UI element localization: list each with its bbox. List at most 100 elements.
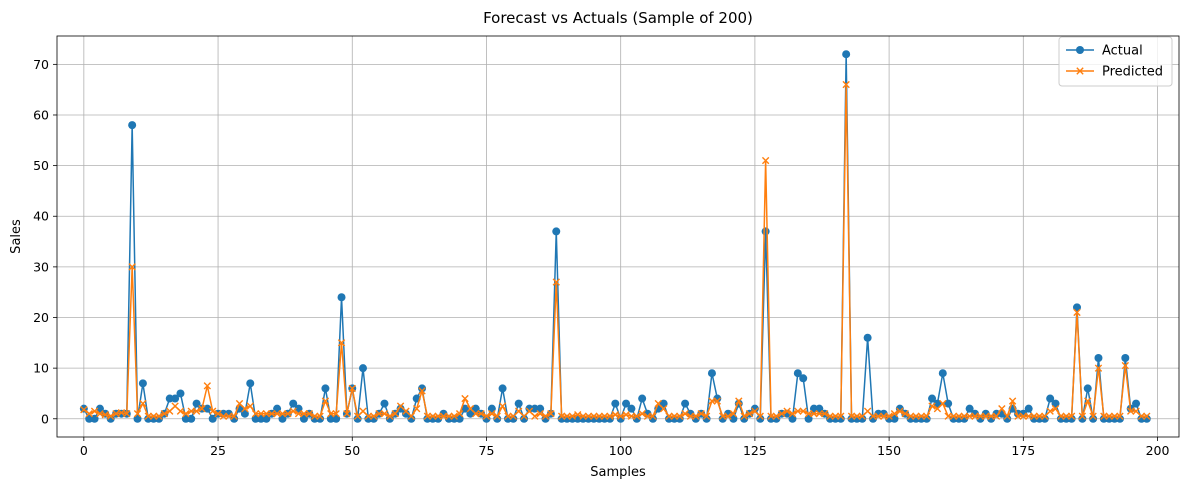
actual-point [707, 369, 716, 378]
actual-point [380, 399, 389, 408]
predicted-point [1121, 361, 1130, 370]
predicted-point [665, 412, 673, 420]
actual-point [278, 414, 287, 423]
predicted-point [423, 412, 432, 420]
actual-point [622, 399, 631, 408]
predicted-point [85, 410, 93, 418]
predicted-point [1116, 412, 1124, 420]
predicted-point [214, 410, 222, 418]
predicted-point [616, 412, 625, 420]
y-tick-label: 20 [33, 310, 49, 325]
y-tick-label: 10 [33, 361, 49, 376]
legend-x-marker [1076, 67, 1084, 75]
actual-point [756, 414, 765, 423]
predicted-point [788, 410, 797, 418]
predicted-point [482, 412, 491, 420]
predicted-point [488, 410, 496, 418]
x-tick-label: 150 [877, 443, 901, 458]
actual-point [793, 369, 802, 378]
predicted-point [230, 412, 238, 420]
actual-point [659, 399, 668, 408]
predicted-point [761, 156, 770, 165]
actual-point [466, 409, 475, 418]
predicted-point [686, 412, 695, 420]
predicted-point [477, 410, 485, 418]
predicted-point [960, 412, 968, 420]
predicted-point [622, 411, 630, 419]
actual-point [1083, 384, 1092, 393]
predicted-point [531, 412, 539, 420]
x-tick-label: 25 [210, 443, 226, 458]
plot-frame [56, 35, 1180, 438]
actual-point [1046, 394, 1055, 403]
predicted-point [987, 412, 995, 420]
actual-point [815, 404, 824, 413]
predicted-point [670, 412, 679, 420]
chart-title: Forecast vs Actuals (Sample of 200) [483, 9, 753, 27]
predicted-point [182, 410, 190, 418]
predicted-point [439, 412, 448, 420]
predicted-point [1137, 412, 1146, 420]
actual-point [106, 414, 115, 423]
predicted-point [445, 412, 453, 420]
predicted-point [198, 404, 206, 413]
predicted-point [794, 407, 802, 415]
y-tick-label: 50 [33, 158, 49, 173]
predicted-point [450, 412, 458, 420]
predicted-point [284, 410, 292, 418]
predicted-point [874, 412, 883, 420]
actual-point [944, 399, 953, 408]
predicted-point [939, 399, 947, 408]
predicted-point [273, 410, 281, 418]
actual-point [965, 404, 974, 413]
predicted-point [370, 412, 378, 420]
predicted-point [1019, 412, 1028, 420]
predicted-point [869, 412, 877, 420]
actual-point [552, 227, 561, 236]
predicted-point [1008, 397, 1017, 405]
y-axis-label: Sales [9, 219, 24, 254]
predicted-point [1105, 412, 1113, 420]
actual-point [192, 399, 201, 408]
predicted-point [563, 412, 571, 420]
predicted-point [90, 407, 99, 415]
predicted-point [584, 412, 593, 420]
predicted-point [955, 412, 963, 420]
predicted-point [568, 412, 577, 420]
actual-point [407, 414, 416, 423]
predicted-point [257, 410, 265, 418]
predicted-point [659, 404, 668, 413]
legend-entry-actual: Actual [1066, 44, 1143, 59]
series-predicted [80, 80, 1151, 420]
x-axis-label: Samples [590, 465, 646, 480]
predicted-point [1073, 308, 1081, 317]
predicted-point [692, 412, 700, 420]
actual-point [396, 404, 405, 413]
actual-point [681, 399, 690, 408]
actual-point [933, 399, 942, 408]
predicted-point [697, 410, 705, 418]
predicted-point [982, 412, 990, 420]
actual-point [240, 409, 249, 418]
series-actual [79, 50, 1151, 423]
predicted-point [343, 410, 351, 418]
predicted-point [123, 410, 131, 418]
predicted-point [300, 410, 308, 418]
actual-point [1051, 399, 1060, 408]
predicted-point [804, 410, 813, 418]
predicted-point [348, 384, 356, 393]
actual-point [493, 414, 502, 423]
actual-point [804, 414, 813, 423]
actual-point [353, 414, 362, 423]
predicted-point [896, 407, 904, 415]
predicted-point [305, 410, 314, 418]
x-tick-label: 175 [1011, 443, 1035, 458]
predicted-point [815, 410, 824, 418]
series-line-actual [83, 53, 1147, 420]
predicted-point [380, 410, 389, 418]
actual-point [332, 414, 341, 423]
predicted-point [1014, 412, 1022, 420]
predicted-point [783, 407, 791, 415]
actual-point [294, 404, 303, 413]
